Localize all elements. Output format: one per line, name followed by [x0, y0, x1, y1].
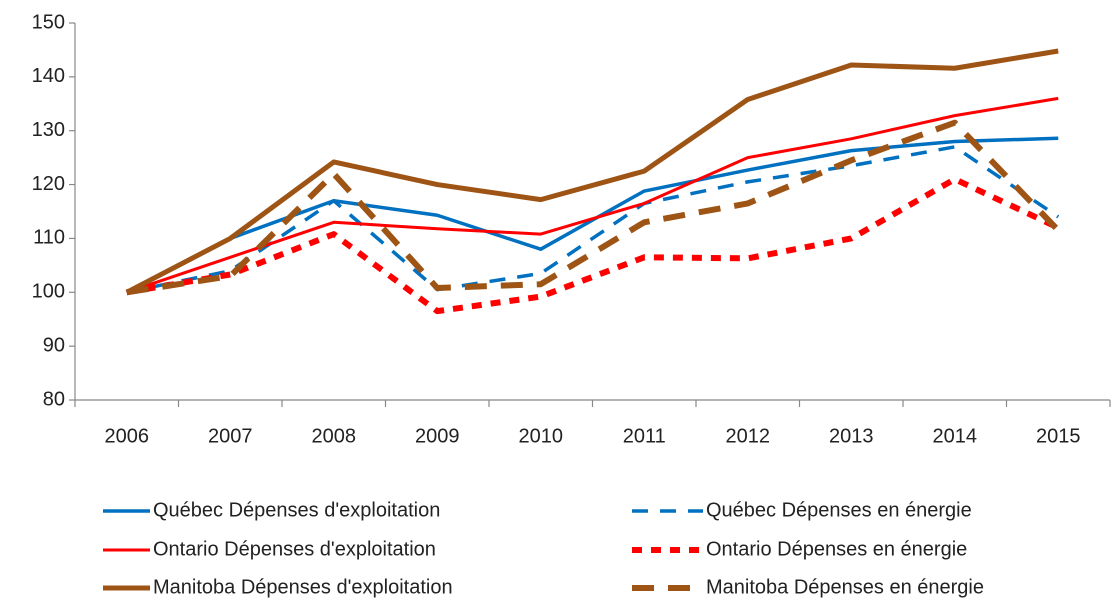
- series-line: [126, 176, 1060, 315]
- y-tick-label: 130: [32, 119, 65, 141]
- y-tick-label: 150: [32, 11, 65, 33]
- x-tick-label: 2012: [726, 425, 771, 447]
- x-tick-label: 2013: [829, 425, 874, 447]
- y-tick-label: 100: [32, 281, 65, 303]
- y-tick-label: 90: [43, 334, 65, 356]
- series-line: [126, 119, 1061, 296]
- series-line: [125, 48, 1059, 295]
- series-line: [126, 96, 1059, 294]
- x-tick-label: 2009: [415, 425, 460, 447]
- x-tick-label: 2014: [933, 425, 978, 447]
- legend-label: Québec Dépenses en énergie: [706, 499, 972, 521]
- x-tick-label: 2010: [519, 425, 564, 447]
- y-tick-label: 110: [33, 227, 65, 249]
- series-line: [126, 145, 1060, 294]
- legend-label: Québec Dépenses d'exploitation: [153, 499, 440, 521]
- series-line: [125, 136, 1059, 294]
- y-tick-label: 140: [32, 65, 65, 87]
- legend-label: Manitoba Dépenses en énergie: [706, 576, 984, 598]
- x-tick-label: 2006: [105, 425, 150, 447]
- x-tick-label: 2008: [312, 425, 357, 447]
- y-tick-label: 80: [43, 388, 65, 410]
- x-tick-label: 2011: [623, 425, 666, 447]
- legend-label: Manitoba Dépenses d'exploitation: [153, 576, 453, 598]
- legend-label: Ontario Dépenses d'exploitation: [153, 538, 436, 560]
- x-tick-label: 2007: [208, 425, 253, 447]
- legend-label: Ontario Dépenses en énergie: [706, 538, 967, 560]
- y-tick-label: 120: [32, 173, 65, 195]
- x-tick-label: 2015: [1036, 425, 1081, 447]
